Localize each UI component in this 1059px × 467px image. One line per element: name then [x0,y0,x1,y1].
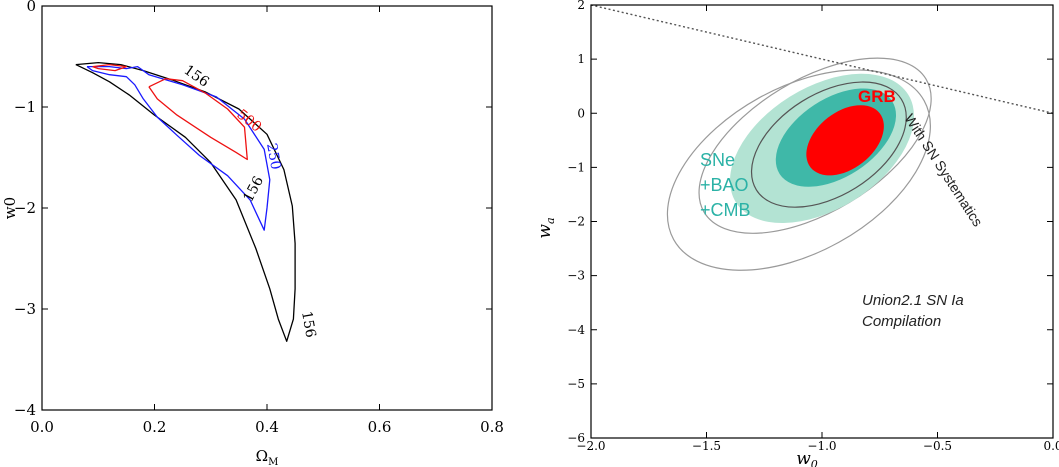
left-x-tick-label: 0.0 [30,418,54,436]
contour-line-250 [86,65,271,231]
left-x-tick-label: 0.2 [143,418,167,436]
right-y-tick-label: 0 [577,106,585,120]
left-y-tick-label: 0 [26,0,36,15]
region-ellipse-0 [666,69,931,271]
contour-label-156-mid: 156 [240,174,267,205]
sne-line-3: +CMB [700,200,751,220]
sne-label: SNe +BAO +CMB [700,150,754,220]
grb-label: GRB [858,87,896,106]
right-x-tick-label: −2.0 [576,439,605,453]
right-x-tick-label: −1.0 [807,439,836,453]
sne-line-2: +BAO [700,175,749,195]
left-contours [75,61,296,342]
right-x-tick-label: 0.0 [1043,439,1059,453]
right-x-axis-label: w0 [796,449,818,467]
left-x-tick-label: 0.6 [368,418,392,436]
left-x-tick-label: 0.4 [255,418,279,436]
contour-label-156-bottom: 156 [298,310,318,339]
left-xlabel-main: Ω [256,447,268,465]
left-y-tick-label: −4 [14,401,36,419]
right-y-tick-label: −5 [567,377,585,391]
right-x-tick-label: −1.5 [692,439,721,453]
right-y-tick-label: −1 [567,160,585,174]
union-line-1: Union2.1 SN Ia [862,292,964,309]
right-y-axis-label: wa [535,217,557,238]
left-y-tick-label: −3 [14,300,36,318]
sne-line-1: SNe [700,150,735,170]
right-chart: −2.0 −1.5 −1.0 −0.5 0.0 2 1 0 −1 −2 −3 −4 −5 −6 GRB S… [535,0,1059,467]
right-x-tick-label: −0.5 [923,439,952,453]
right-y-tick-label: 2 [577,0,585,12]
left-contour-labels: 156 156 156 250 500 [181,62,319,339]
right-y-tick-label: −6 [567,431,585,445]
right-y-tick-label: −3 [567,269,585,283]
left-y-tick-label: −2 [14,199,36,217]
left-x-tick-label: 0.8 [480,418,504,436]
union-line-2: Compilation [862,313,941,330]
right-regions [666,57,932,271]
right-ylabel-main: w [535,224,555,239]
left-xlabel-sub: M [268,457,278,467]
contour-label-500: 500 [234,107,265,136]
right-xlabel-main: w [796,449,811,467]
right-y-tick-label: −2 [567,215,585,229]
right-y-tick-label: 1 [577,52,585,66]
region-ellipse-5 [806,105,884,176]
right-y-tick-label: −4 [567,323,585,337]
left-y-axis-label: w0 [1,197,19,219]
left-axis-ticks: 0.0 0.2 0.4 0.6 0.8 0 −1 −2 −3 −4 [14,0,504,436]
contour-label-250: 250 [263,142,283,171]
right-xlabel-sub: 0 [811,458,818,467]
systematics-label: With SN Systematics [901,111,986,229]
left-chart: 0.0 0.2 0.4 0.6 0.8 0 −1 −2 −3 −4 156 156 156 250… [1,0,504,467]
contour-line-extra-3 [92,63,128,72]
contour-line-500 [148,78,248,161]
left-y-tick-label: −1 [14,98,36,116]
right-axis-ticks: −2.0 −1.5 −1.0 −0.5 0.0 2 1 0 −1 −2 −3 −4 −5 −6 [567,0,1059,453]
union-label: Union2.1 SN Ia Compilation [862,292,968,330]
contour-line-156 [75,61,296,342]
right-ylabel-sub: a [544,217,557,224]
left-x-axis-label: ΩM [256,447,279,467]
region-ellipse-3 [750,81,907,208]
